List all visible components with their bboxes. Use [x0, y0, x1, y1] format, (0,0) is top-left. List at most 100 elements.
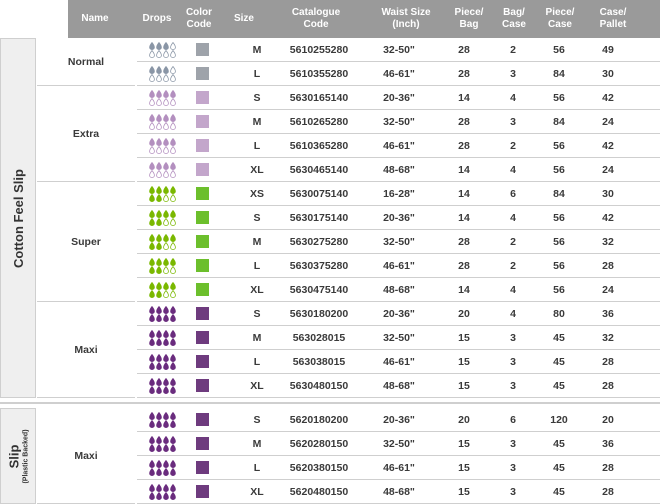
- drop-empty-icon: [155, 73, 162, 82]
- catalogue-code-cell: 5630180200: [289, 307, 349, 320]
- catalogue-code-cell: 563038015: [292, 355, 346, 368]
- bag-per-case-cell: 3: [510, 437, 516, 450]
- drop-empty-icon: [169, 121, 176, 130]
- piece-per-case-cell: 80: [553, 307, 565, 320]
- drop-filled-icon: [155, 65, 162, 74]
- drop-filled-icon: [148, 353, 155, 362]
- column-header: Bag/ Case: [502, 7, 526, 30]
- drop-filled-icon: [162, 161, 169, 170]
- piece-per-case-cell: 56: [553, 259, 565, 272]
- bag-per-case-cell: 4: [510, 283, 516, 296]
- drop-empty-icon: [155, 145, 162, 154]
- piece-per-case-cell: 84: [553, 187, 565, 200]
- case-per-pallet-cell: 28: [602, 485, 614, 498]
- drop-filled-icon: [162, 185, 169, 194]
- size-cell: L: [253, 259, 261, 272]
- drop-filled-icon: [148, 161, 155, 170]
- case-per-pallet-cell: 28: [602, 379, 614, 392]
- drop-filled-icon: [162, 209, 169, 218]
- absorbency-drops: [137, 110, 187, 133]
- waist-size-cell: 46-61": [383, 259, 415, 272]
- group-label-cell: Cotton Feel Slip: [0, 38, 36, 398]
- table-row: L 563038015 46-61" 15 3 45 28: [137, 350, 660, 374]
- drop-filled-icon: [148, 459, 155, 468]
- drop-filled-icon: [148, 361, 155, 370]
- drop-filled-icon: [148, 411, 155, 420]
- drop-filled-icon: [148, 289, 155, 298]
- size-cell: S: [253, 91, 261, 104]
- drop-empty-icon: [162, 97, 169, 106]
- piece-per-bag-cell: 14: [458, 163, 470, 176]
- color-swatch: [195, 91, 209, 104]
- bag-per-case-cell: 2: [510, 139, 516, 152]
- bag-per-case-cell: 2: [510, 235, 516, 248]
- piece-per-case-cell: 45: [553, 437, 565, 450]
- drop-filled-icon: [155, 305, 162, 314]
- group-title: Slip: [6, 444, 22, 468]
- bag-per-case-cell: 3: [510, 355, 516, 368]
- drop-filled-icon: [155, 435, 162, 444]
- size-cell: L: [253, 67, 261, 80]
- drop-filled-icon: [155, 241, 162, 250]
- table-row: M 5630275280 32-50" 28 2 56 32: [137, 230, 660, 254]
- group-label: Cotton Feel Slip: [11, 169, 26, 268]
- drop-filled-icon: [169, 443, 176, 452]
- drop-filled-icon: [155, 483, 162, 492]
- catalogue-code-cell: 5630465140: [289, 163, 349, 176]
- drop-filled-icon: [155, 419, 162, 428]
- product-name: Maxi: [37, 302, 135, 398]
- absorbency-drops: [137, 374, 187, 397]
- drop-empty-icon: [169, 65, 176, 74]
- color-code-cell: [189, 206, 215, 229]
- drop-filled-icon: [162, 233, 169, 242]
- drop-empty-icon: [169, 241, 176, 250]
- absorbency-drops: [137, 432, 187, 455]
- drop-filled-icon: [169, 483, 176, 492]
- group-label-cell: Slip (Plastic Backed): [0, 408, 36, 504]
- absorbency-drops: [137, 182, 187, 205]
- waist-size-cell: 32-50": [383, 115, 415, 128]
- drop-filled-icon: [148, 209, 155, 218]
- color-code-cell: [189, 254, 215, 277]
- drop-filled-icon: [155, 459, 162, 468]
- waist-size-cell: 16-28": [383, 187, 415, 200]
- drop-empty-icon: [148, 73, 155, 82]
- color-swatch: [195, 139, 209, 152]
- catalogue-code-cell: 5630275280: [289, 235, 349, 248]
- color-code-cell: [189, 408, 215, 431]
- waist-size-cell: 48-68": [383, 163, 415, 176]
- absorbency-drops: [137, 456, 187, 479]
- drop-empty-icon: [162, 169, 169, 178]
- case-per-pallet-cell: 28: [602, 355, 614, 368]
- drop-empty-icon: [148, 169, 155, 178]
- group-subtitle: (Plastic Backed): [22, 428, 30, 484]
- catalogue-code-cell: 5620380150: [289, 461, 349, 474]
- drop-filled-icon: [155, 313, 162, 322]
- drop-empty-icon: [162, 121, 169, 130]
- color-code-cell: [189, 374, 215, 397]
- drop-filled-icon: [155, 329, 162, 338]
- absorbency-drops: [137, 206, 187, 229]
- color-swatch: [195, 307, 209, 320]
- piece-per-bag-cell: 28: [458, 115, 470, 128]
- color-swatch: [195, 437, 209, 450]
- drop-filled-icon: [169, 435, 176, 444]
- waist-size-cell: 46-61": [383, 461, 415, 474]
- piece-per-case-cell: 84: [553, 115, 565, 128]
- drop-filled-icon: [155, 491, 162, 500]
- drop-filled-icon: [148, 329, 155, 338]
- bag-per-case-cell: 6: [510, 187, 516, 200]
- color-code-cell: [189, 182, 215, 205]
- drop-filled-icon: [155, 113, 162, 122]
- drop-filled-icon: [155, 443, 162, 452]
- drop-filled-icon: [148, 265, 155, 274]
- bag-per-case-cell: 4: [510, 307, 516, 320]
- case-per-pallet-cell: 24: [602, 283, 614, 296]
- table-row: S 5630180200 20-36" 20 4 80 36: [137, 302, 660, 326]
- drop-filled-icon: [162, 419, 169, 428]
- waist-size-cell: 20-36": [383, 413, 415, 426]
- catalogue-code-cell: 5620480150: [289, 485, 349, 498]
- drop-filled-icon: [148, 483, 155, 492]
- size-cell: M: [252, 43, 262, 56]
- drop-filled-icon: [169, 233, 176, 242]
